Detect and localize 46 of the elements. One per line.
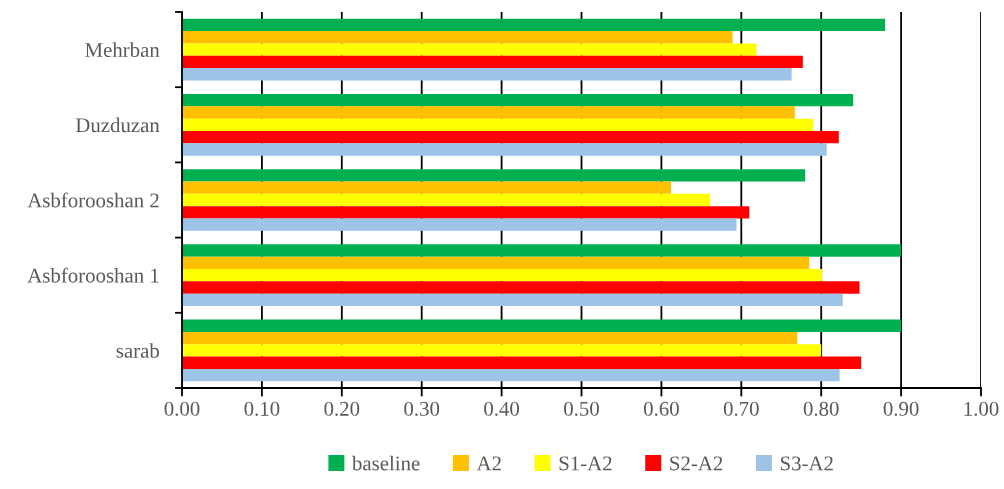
x-tick-label: 0.80 — [803, 401, 839, 416]
y-tick-label: Asbforooshan 2 — [27, 192, 159, 208]
bar — [182, 293, 843, 307]
legend-label: S3-A2 — [780, 456, 833, 471]
bar — [182, 93, 854, 107]
x-tick-label: 0.60 — [643, 401, 679, 416]
bar — [182, 193, 711, 207]
x-tick-label: 0.50 — [564, 401, 599, 416]
bar — [182, 331, 798, 345]
legend-label: S2-A2 — [670, 456, 723, 471]
y-tick-label: Duzduzan — [75, 117, 160, 133]
legend-label: baseline — [351, 455, 420, 471]
x-tick-label: 0.30 — [404, 401, 440, 416]
bar — [182, 118, 814, 131]
x-tick-label: 0.70 — [723, 401, 759, 416]
bar — [182, 319, 902, 332]
bar — [182, 181, 671, 194]
bar — [182, 344, 822, 357]
x-tick-label: 1.00 — [964, 401, 999, 416]
legend-label: A2 — [476, 456, 501, 471]
x-tick-label: 0.00 — [164, 401, 200, 416]
bar — [182, 18, 886, 32]
x-tick-label: 0.20 — [324, 401, 360, 416]
x-tick-label: 0.90 — [883, 401, 919, 416]
bar — [182, 269, 822, 282]
x-tick-label: 0.40 — [484, 401, 520, 416]
bar — [182, 43, 757, 56]
y-tick-label: Mehrban — [85, 42, 160, 58]
bar — [182, 368, 840, 382]
y-tick-label: Asbforooshan 1 — [27, 267, 159, 283]
bar — [182, 143, 827, 156]
bar — [182, 281, 860, 294]
legend-label: S1-A2 — [559, 456, 612, 471]
bar — [182, 356, 862, 369]
bar — [182, 106, 795, 119]
bar — [182, 68, 792, 81]
bar — [182, 244, 902, 257]
y-tick-label: sarab — [116, 343, 159, 358]
bar — [182, 130, 839, 144]
bar — [182, 55, 803, 69]
bar — [182, 206, 750, 219]
x-tick-label: 0.10 — [244, 401, 280, 416]
bar — [182, 218, 737, 231]
bar — [182, 256, 810, 270]
bar — [182, 31, 733, 44]
bar — [182, 169, 806, 182]
